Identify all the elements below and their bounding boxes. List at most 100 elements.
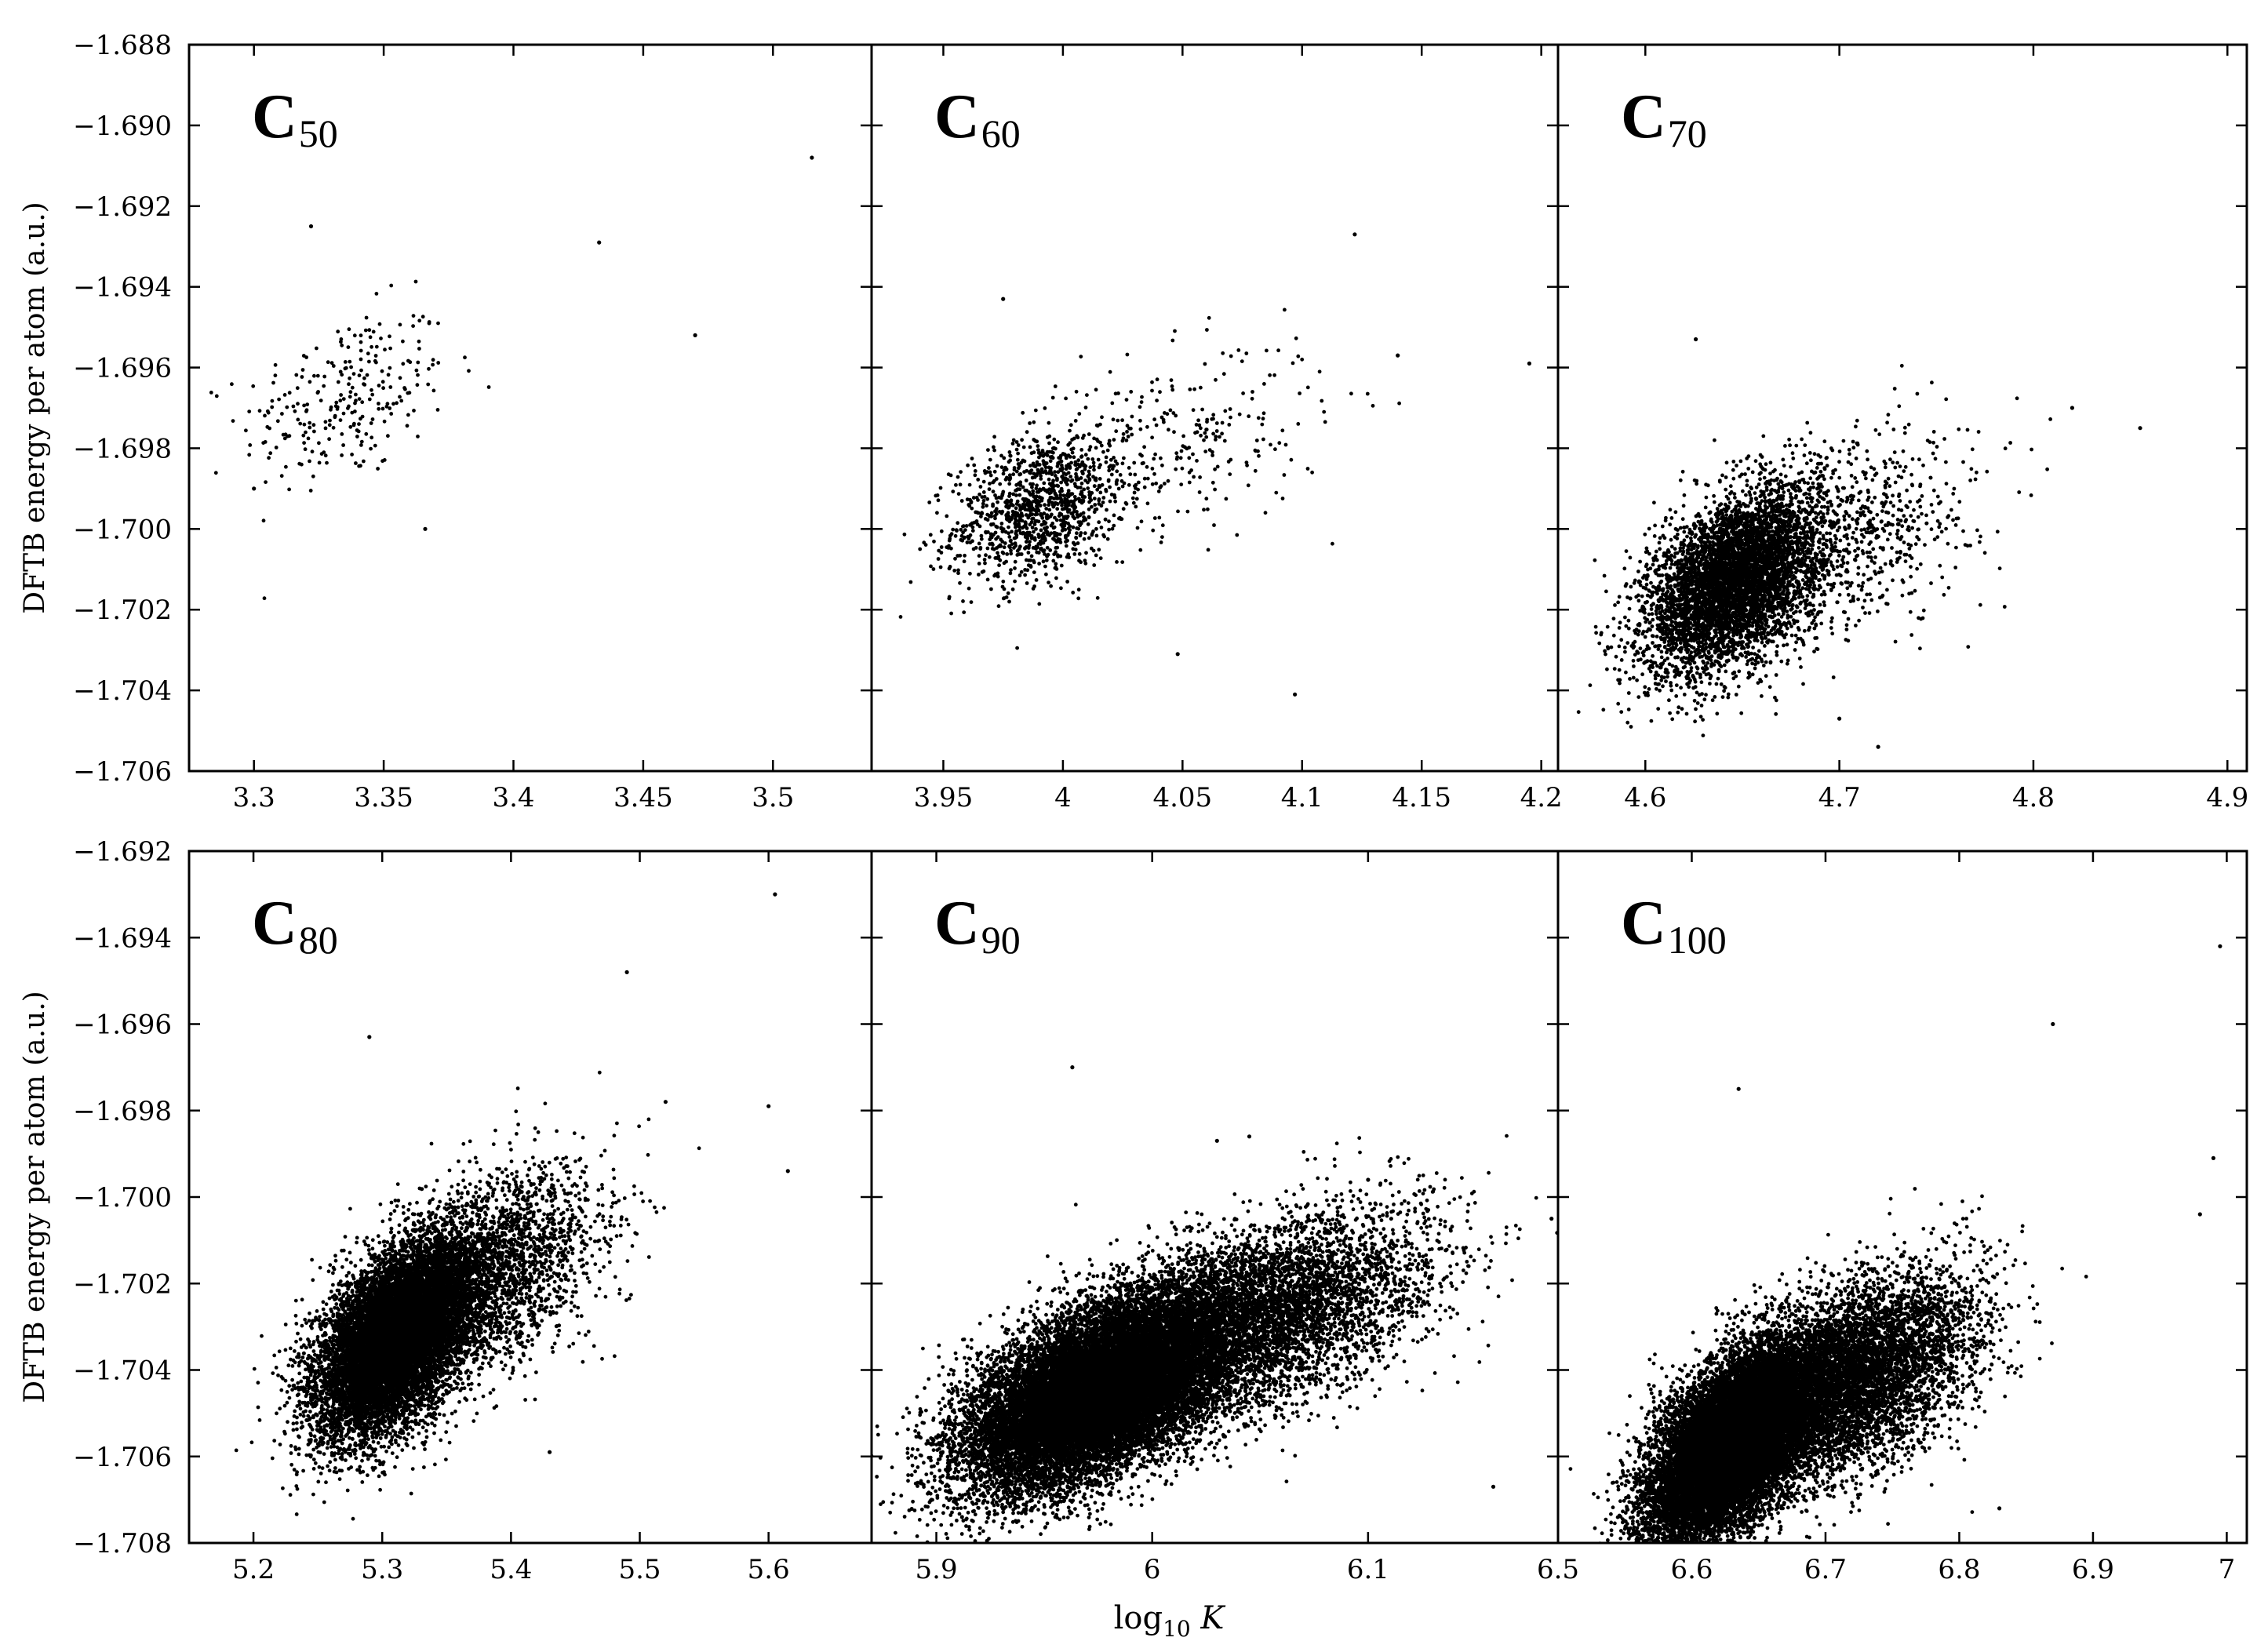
data-point xyxy=(1120,560,1124,564)
data-point xyxy=(1080,454,1084,458)
data-point xyxy=(1157,489,1161,493)
data-point xyxy=(1087,475,1090,478)
data-point xyxy=(1024,535,1028,539)
data-point xyxy=(1223,439,1227,443)
data-point xyxy=(1062,471,1066,475)
data-point xyxy=(1169,409,1173,413)
data-point xyxy=(1198,490,1202,494)
data-point xyxy=(1704,506,1708,510)
data-point xyxy=(338,398,342,402)
data-point xyxy=(1238,413,1242,417)
data-point xyxy=(1603,574,1607,578)
data-point xyxy=(956,521,959,525)
data-point xyxy=(903,533,907,537)
data-point xyxy=(1008,519,1012,523)
data-point xyxy=(1108,486,1112,489)
data-point xyxy=(330,361,334,365)
data-point xyxy=(312,374,316,378)
data-point xyxy=(1030,508,1034,512)
data-point xyxy=(1685,642,1689,646)
data-point xyxy=(359,340,363,344)
data-point xyxy=(1603,650,1607,653)
data-point xyxy=(1625,721,1629,725)
data-point xyxy=(1753,491,1757,495)
data-point xyxy=(1725,460,1729,464)
y-tick-label: −1.706 xyxy=(73,756,172,788)
data-point xyxy=(1105,456,1109,460)
data-point xyxy=(1853,476,1857,480)
data-point xyxy=(945,515,948,519)
data-point xyxy=(1665,591,1669,595)
data-point xyxy=(1014,529,1018,533)
data-point xyxy=(1352,232,1356,236)
data-point xyxy=(364,432,368,436)
x-tick-label: 4.2 xyxy=(1520,782,1563,813)
data-point xyxy=(1032,559,1036,563)
data-point xyxy=(1199,434,1203,438)
data-point xyxy=(316,374,320,378)
data-point xyxy=(463,355,467,359)
data-point xyxy=(1188,471,1192,475)
data-point xyxy=(1818,584,1822,588)
data-point xyxy=(1017,466,1021,470)
data-point xyxy=(421,315,425,318)
data-point xyxy=(1109,370,1112,374)
data-point xyxy=(1072,516,1076,520)
data-point xyxy=(1741,489,1745,493)
data-point xyxy=(1077,497,1081,501)
data-point xyxy=(315,347,319,351)
data-point xyxy=(1068,475,1072,478)
data-point xyxy=(1047,553,1050,557)
data-point xyxy=(1737,669,1741,673)
data-point xyxy=(1087,500,1091,504)
data-point xyxy=(1069,511,1073,515)
data-point xyxy=(1760,499,1764,503)
data-point xyxy=(432,389,436,393)
data-point xyxy=(977,493,981,497)
panel-title: C50 xyxy=(252,82,338,155)
data-point xyxy=(1658,541,1662,545)
data-point xyxy=(1807,504,1811,508)
data-point xyxy=(952,569,956,573)
data-point xyxy=(277,398,281,402)
data-point xyxy=(909,580,913,584)
data-point xyxy=(1300,358,1304,362)
panel-C50: 3.3 3.35 3.4 3.45 3.5−1.688−1.690−1.692−1.69… xyxy=(19,30,872,813)
data-point xyxy=(353,333,357,337)
data-point xyxy=(1059,454,1063,458)
data-point xyxy=(962,610,966,614)
data-point xyxy=(1674,694,1678,698)
data-point xyxy=(337,380,340,384)
data-point xyxy=(1157,516,1161,520)
data-point xyxy=(1007,526,1010,529)
data-point xyxy=(1112,417,1116,421)
data-point xyxy=(1036,490,1039,494)
data-point xyxy=(1236,348,1240,352)
data-point xyxy=(1028,482,1032,486)
data-point xyxy=(1094,388,1098,391)
y-tick-label: −1.696 xyxy=(73,353,172,384)
data-point xyxy=(1023,532,1027,536)
data-point xyxy=(1161,523,1165,527)
data-point xyxy=(1025,478,1028,482)
data-point xyxy=(993,509,997,513)
data-point xyxy=(398,395,402,399)
data-point xyxy=(1740,472,1744,476)
data-point xyxy=(1027,551,1031,555)
data-point xyxy=(1690,548,1694,551)
data-point xyxy=(989,588,993,591)
data-point xyxy=(1749,652,1753,656)
data-point xyxy=(1017,462,1021,466)
data-point xyxy=(1014,522,1018,526)
data-point xyxy=(1349,391,1353,395)
data-point xyxy=(359,369,363,373)
data-point xyxy=(380,369,384,373)
data-point xyxy=(1170,339,1174,343)
data-point xyxy=(997,604,1001,608)
data-point xyxy=(1016,452,1020,456)
data-point xyxy=(1082,434,1086,438)
data-point xyxy=(1017,522,1021,526)
x-tick-label: 3.35 xyxy=(354,782,413,813)
data-point xyxy=(268,451,272,455)
data-point xyxy=(967,587,971,591)
